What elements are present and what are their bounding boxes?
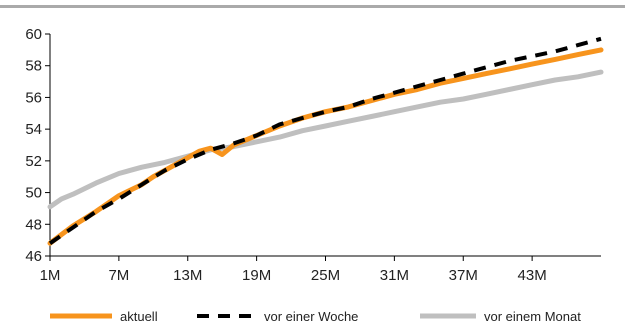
x-tick-label: 19M [242, 267, 271, 284]
legend-label: vor einem Monat [484, 309, 581, 324]
y-tick-label: 50 [25, 185, 42, 202]
x-tick-label: 37M [449, 267, 478, 284]
y-tick-label: 60 [25, 26, 42, 43]
y-tick-label: 52 [25, 153, 42, 170]
x-tick-label: 7M [108, 267, 129, 284]
legend-label: vor einer Woche [264, 309, 358, 324]
y-tick-label: 56 [25, 89, 42, 106]
y-tick-label: 58 [25, 58, 42, 75]
series-line-vor-einer-woche [48, 36, 602, 245]
y-tick-label: 46 [25, 248, 42, 265]
legend: aktuell vor einer Woche vor einem Monat [50, 309, 581, 324]
x-tick-label: 31M [380, 267, 409, 284]
y-tick-label: 48 [25, 216, 42, 233]
x-tick-label: 25M [311, 267, 340, 284]
x-tick-label: 13M [173, 267, 202, 284]
series-line-vor-einem-monat [47, 69, 604, 210]
legend-label: aktuell [120, 309, 158, 324]
y-tick-label: 54 [25, 121, 42, 138]
x-tick-label: 43M [518, 267, 547, 284]
top-border [0, 5, 625, 8]
series-line-aktuell [47, 47, 604, 246]
axes: 46 48 50 52 54 56 58 60 1M 7M 13M 19M 25M 31M 37M 43M [25, 26, 601, 284]
series-lines [47, 36, 604, 246]
x-tick-label: 1M [40, 267, 61, 284]
